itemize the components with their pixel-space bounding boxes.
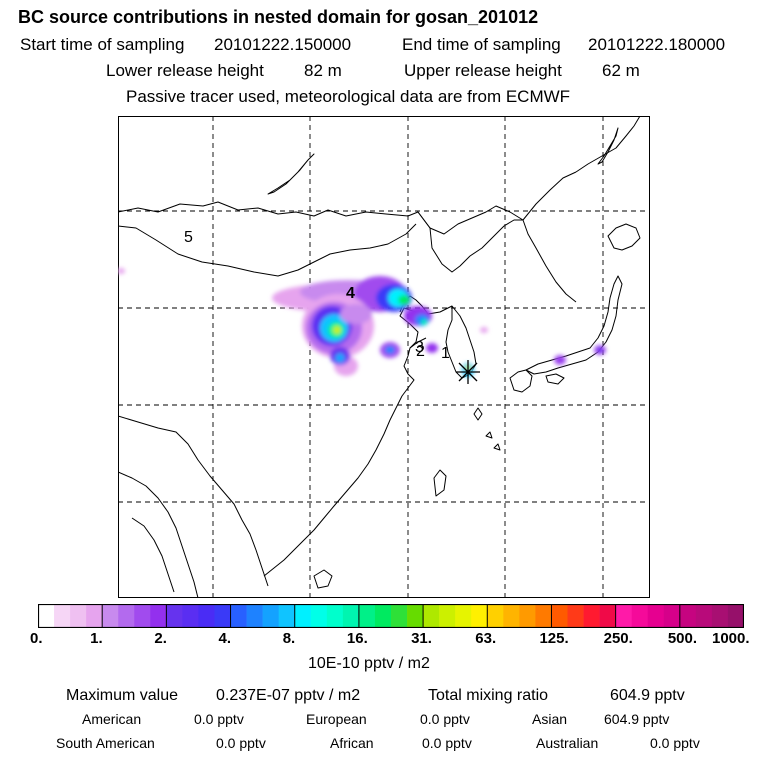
colorbar-cells — [38, 604, 744, 628]
european-label: European — [306, 711, 367, 727]
source-contribution-map: 5 4 3 2 1 — [118, 116, 650, 598]
south-american-value: 0.0 pptv — [216, 735, 266, 751]
african-value: 0.0 pptv — [422, 735, 472, 751]
colorbar-tick-label: 4. — [218, 630, 232, 647]
colorbar-cell — [391, 604, 408, 628]
colorbar-cell — [150, 604, 167, 628]
colorbar-cell — [679, 604, 697, 628]
total-mixing-label: Total mixing ratio — [428, 687, 549, 704]
colorbar-cell — [455, 604, 472, 628]
colorbar-tick-label: 0. — [30, 630, 43, 647]
lower-release-label: Lower release height — [106, 61, 264, 80]
colorbar-tick-label: 63. — [475, 630, 497, 647]
asian-value: 604.9 pptv — [604, 711, 670, 727]
colorbar-cell — [551, 604, 568, 628]
concentration-plume — [118, 268, 606, 377]
colorbar-cell — [615, 604, 632, 628]
colorbar-cell — [503, 604, 520, 628]
american-label: American — [82, 711, 142, 727]
south-american-label: South American — [56, 735, 155, 751]
colorbar-cell — [567, 604, 584, 628]
colorbar-cell — [695, 604, 713, 628]
colorbar-cell — [166, 604, 183, 628]
colorbar-cell — [599, 604, 616, 628]
map-frame — [118, 116, 650, 598]
colorbar-cell — [487, 604, 504, 628]
colorbar-tick-label: 8. — [282, 630, 296, 647]
colorbar-cell — [70, 604, 87, 628]
colorbar-cell — [278, 604, 296, 628]
colorbar-cell — [102, 604, 119, 628]
colorbar-cell — [134, 604, 151, 628]
colorbar-tick-label: 500. — [667, 630, 698, 647]
colorbar-cell — [342, 604, 360, 628]
colorbar-cell — [246, 604, 263, 628]
colorbar-cell — [86, 604, 103, 628]
colorbar-cell — [471, 604, 488, 628]
colorbar-units: 10E-10 pptv / m2 — [308, 655, 430, 672]
upper-release-value: 62 m — [602, 61, 640, 80]
colorbar-cell — [326, 604, 344, 628]
start-time-label: Start time of sampling — [20, 35, 185, 54]
colorbar-tick-label: 1000. — [712, 630, 750, 647]
figure-title: BC source contributions in nested domain… — [18, 7, 539, 27]
receptor-star-icon — [456, 360, 480, 384]
colorbar-cell — [198, 604, 215, 628]
region-label-4: 4 — [346, 285, 355, 302]
max-value-label: Maximum value — [66, 687, 179, 704]
colorbar-cell — [711, 604, 729, 628]
colorbar-cell — [230, 604, 247, 628]
colorbar-tick-label: 2. — [154, 630, 167, 647]
colorbar-cell — [294, 604, 312, 628]
max-value: 0.237E-07 pptv / m2 — [216, 687, 361, 704]
colorbar-tick-label: 125. — [539, 630, 569, 647]
colorbar-cell — [663, 604, 681, 628]
lower-release-value: 82 m — [304, 61, 342, 80]
colorbar-cell — [647, 604, 665, 628]
european-value: 0.0 pptv — [420, 711, 470, 727]
end-time-label: End time of sampling — [402, 35, 561, 54]
colorbar-cell — [423, 604, 440, 628]
region-label-3: 3 — [415, 339, 424, 356]
colorbar-cell — [38, 604, 55, 628]
colorbar-cell — [310, 604, 328, 628]
colorbar-cell — [535, 604, 552, 628]
american-value: 0.0 pptv — [194, 711, 244, 727]
coastlines-borders — [118, 116, 641, 598]
colorbar-cell — [439, 604, 456, 628]
upper-release-label: Upper release height — [404, 61, 562, 80]
colorbar-cell — [358, 604, 376, 628]
colorbar — [38, 604, 744, 628]
colorbar-tick-label: 1. — [90, 630, 103, 647]
african-label: African — [330, 735, 374, 751]
region-label-2: 2 — [416, 343, 425, 360]
region-label-5: 5 — [184, 229, 193, 246]
colorbar-frame — [38, 604, 744, 628]
tracer-note: Passive tracer used, meteorological data… — [126, 87, 571, 106]
colorbar-cell — [214, 604, 231, 628]
colorbar-cell — [374, 604, 392, 628]
colorbar-cell — [519, 604, 536, 628]
region-label-1: 1 — [441, 345, 450, 362]
asian-label: Asian — [532, 711, 568, 727]
colorbar-cell — [54, 604, 71, 628]
colorbar-cell — [583, 604, 600, 628]
total-mixing-value: 604.9 pptv — [610, 687, 685, 704]
colorbar-cell — [182, 604, 199, 628]
colorbar-tick-label: 16. — [346, 630, 368, 647]
end-time-value: 20101222.180000 — [588, 35, 726, 54]
colorbar-tick-label: 250. — [603, 630, 633, 647]
colorbar-cell — [407, 604, 424, 628]
colorbar-cell — [727, 604, 744, 628]
start-time-value: 20101222.150000 — [214, 35, 352, 54]
australian-label: Australian — [536, 735, 599, 751]
colorbar-tick-label: 31. — [411, 630, 432, 647]
australian-value: 0.0 pptv — [650, 735, 700, 751]
colorbar-cell — [631, 604, 649, 628]
colorbar-cell — [118, 604, 135, 628]
colorbar-cell — [262, 604, 279, 628]
